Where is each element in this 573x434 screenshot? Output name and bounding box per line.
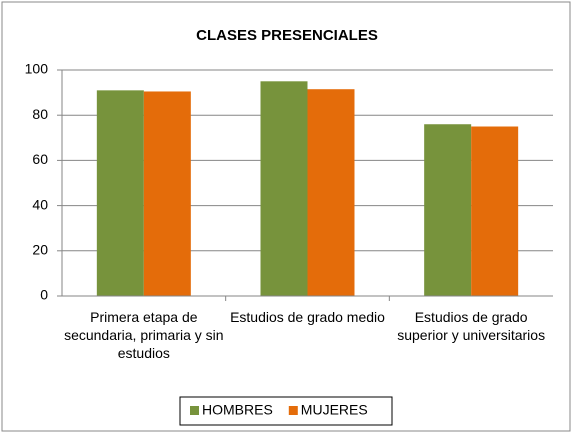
chart-title: CLASES PRESENCIALES	[196, 27, 378, 44]
bar	[307, 89, 355, 297]
legend-label: HOMBRES	[202, 402, 273, 418]
legend-box	[179, 396, 393, 426]
legend-label: MUJERES	[301, 402, 368, 418]
legend-swatch	[190, 406, 199, 415]
bar	[96, 90, 144, 296]
bar	[424, 124, 472, 297]
y-tick-label: 80	[32, 106, 48, 122]
y-tick-label: 60	[32, 151, 48, 167]
bar	[143, 91, 191, 296]
x-tick-label: Primera etapa de secundaria, primaria y …	[64, 309, 224, 361]
y-tick-label: 40	[32, 196, 48, 212]
bar	[471, 126, 519, 296]
x-tick-label: Estudios de grado superior y universitar…	[397, 309, 546, 343]
legend-swatch	[288, 406, 298, 415]
bar	[260, 81, 308, 296]
x-tick-label: Estudios de grado medio	[230, 309, 385, 325]
y-tick-label: 0	[40, 287, 48, 303]
y-tick-label: 20	[32, 242, 48, 258]
y-tick-label: 100	[25, 61, 49, 77]
